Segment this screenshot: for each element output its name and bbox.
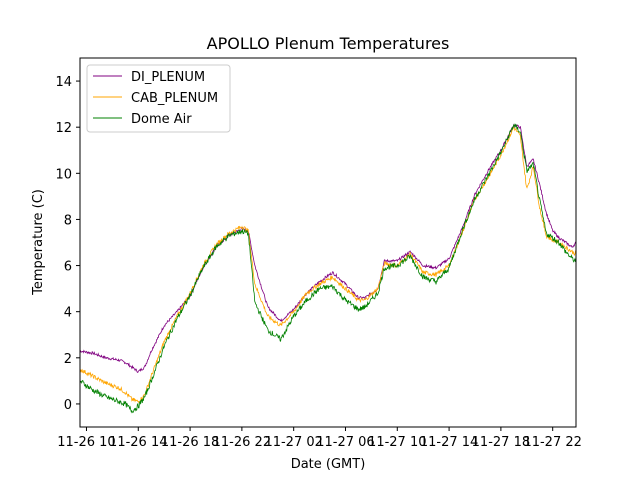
x-tick-label: 11-26 22 (213, 435, 271, 450)
series-line-cab-plenum (79, 127, 577, 404)
x-tick-label: 11-27 10 (368, 435, 426, 450)
y-axis-ticks: 0 2 4 6 8 10 12 14 (55, 75, 80, 413)
y-tick-label: 10 (55, 167, 72, 182)
legend-box (86, 64, 231, 133)
y-tick-label: 0 (64, 398, 72, 413)
x-tick-label: 11-27 22 (523, 435, 581, 450)
x-tick-label: 11-27 18 (472, 435, 530, 450)
series-line-dome-air (79, 123, 577, 414)
x-axis-label: Date (GMT) (291, 457, 366, 472)
y-tick-label: 8 (64, 213, 72, 228)
x-tick-label: 11-26 10 (57, 435, 115, 450)
series-line-di-plenum (79, 123, 577, 373)
chart-title: APOLLO Plenum Temperatures (207, 34, 450, 53)
y-tick-label: 14 (55, 75, 72, 90)
legend-label: Dome Air (131, 112, 192, 127)
y-tick-label: 4 (64, 306, 72, 321)
plot-frame (79, 57, 577, 428)
y-tick-label: 12 (55, 121, 72, 136)
legend-label: DI_PLENUM (131, 70, 205, 85)
y-tick-label: 2 (64, 352, 72, 367)
legend: DI_PLENUM CAB_PLENUM Dome Air (86, 64, 231, 133)
y-axis-label: Temperature (C) (31, 189, 46, 296)
y-tick-label: 6 (64, 260, 72, 275)
series-lines (79, 123, 577, 414)
x-tick-label: 11-27 06 (316, 435, 374, 450)
legend-label: CAB_PLENUM (131, 91, 218, 106)
x-tick-label: 11-26 14 (109, 435, 167, 450)
x-tick-label: 11-27 14 (420, 435, 478, 450)
x-tick-label: 11-27 02 (264, 435, 322, 450)
x-tick-label: 11-26 18 (161, 435, 219, 450)
